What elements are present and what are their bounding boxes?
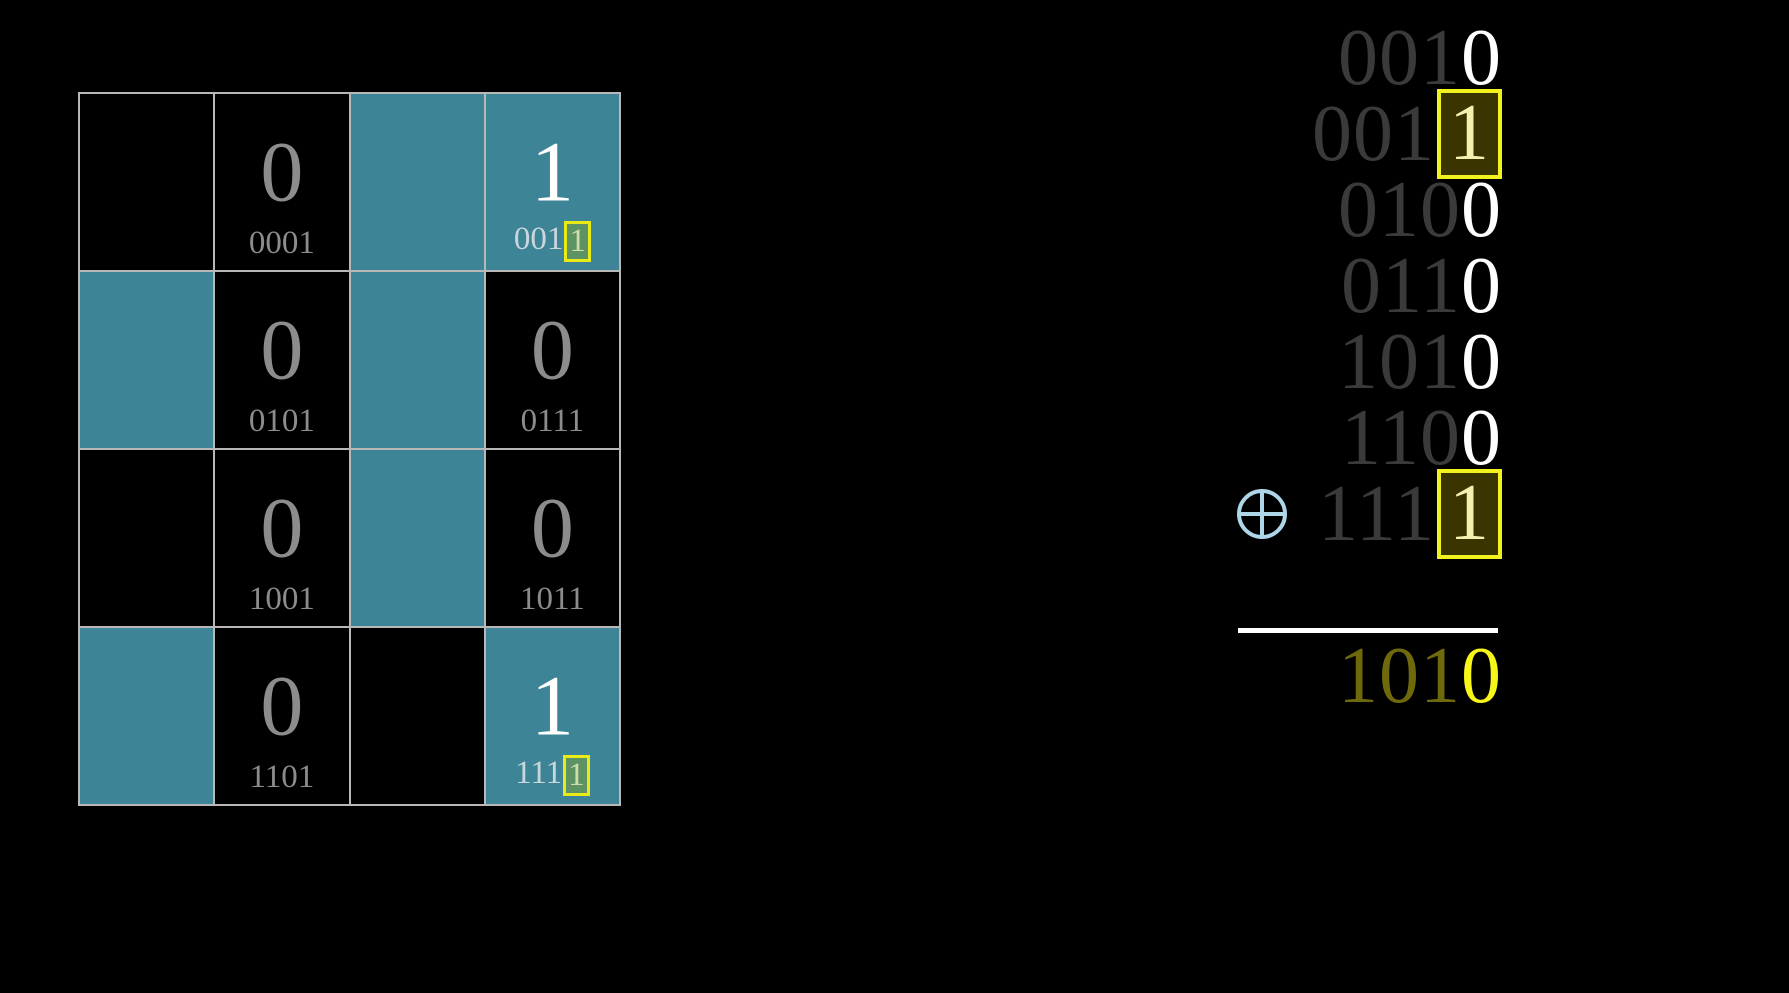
grid-cell[interactable]: 0 0101 [215, 272, 349, 448]
grid-cell-bit: 0 [260, 301, 304, 398]
xor-operand-digits: 111 1 [1318, 469, 1502, 559]
grid-cell[interactable] [350, 450, 484, 626]
xor-operand-row: 001 0 [1230, 18, 1560, 98]
grid-cell-label: 1011 [519, 581, 585, 617]
grid-cell[interactable]: 0 1001 [215, 450, 349, 626]
xor-result-last-bit: 0 [1461, 632, 1502, 720]
xor-operand-last-bit-highlighted: 1 [1437, 469, 1502, 559]
xor-result-prefix: 101 [1338, 632, 1461, 720]
xor-stack: 001 0 001 1 010 0 011 0 101 0 110 0 111 1 101 0 [1230, 18, 1560, 720]
grid-cell[interactable] [80, 450, 214, 626]
xor-result-row: 101 0 [1230, 636, 1560, 716]
grid-cell[interactable]: 0 1011 [485, 450, 619, 626]
grid-cell[interactable]: 0 1101 [215, 628, 349, 804]
xor-operand-last-bit: 0 [1461, 394, 1502, 482]
xor-operand-last-bit-highlighted: 1 [1437, 89, 1502, 179]
xor-operator-icon [1234, 486, 1290, 542]
xor-operand-prefix: 111 [1317, 470, 1435, 558]
grid-cell[interactable]: 1 111 1 [485, 628, 619, 804]
xor-operand-digits: 001 1 [1312, 89, 1502, 179]
xor-operand-last-bit: 0 [1461, 242, 1502, 330]
xor-operand-row: 001 1 [1230, 89, 1560, 179]
grid-cell[interactable] [80, 94, 214, 270]
xor-operand-last-bit: 0 [1461, 166, 1502, 254]
xor-operand-list: 001 0 001 1 010 0 011 0 101 0 110 0 111 1 [1230, 18, 1560, 559]
xor-operand-row: 011 0 [1230, 246, 1560, 326]
xor-operand-row: 111 1 [1230, 469, 1560, 559]
grid-cell-bit: 1 [530, 123, 574, 220]
grid-cell[interactable] [350, 628, 484, 804]
grid-cell[interactable]: 0 0111 [485, 272, 619, 448]
xor-operand-prefix: 110 [1340, 394, 1461, 482]
grid-cell[interactable]: 1 001 1 [485, 94, 619, 270]
xor-operand-row: 010 0 [1230, 170, 1560, 250]
grid-cell[interactable] [350, 272, 484, 448]
grid-cell-label: 1101 [249, 759, 315, 795]
xor-operand-last-bit: 0 [1461, 14, 1502, 102]
xor-operand-row: 101 0 [1230, 322, 1560, 402]
xor-horizontal-rule [1238, 628, 1498, 633]
xor-operand-row: 110 0 [1230, 398, 1560, 478]
grid-cell[interactable] [350, 94, 484, 270]
xor-operand-digits: 101 0 [1338, 322, 1502, 402]
grid-cell[interactable] [80, 628, 214, 804]
grid-cell-label: 001 1 [486, 219, 619, 262]
xor-operand-digits: 010 0 [1338, 170, 1502, 250]
xor-result-digits: 101 0 [1338, 636, 1502, 716]
grid-cell-bit: 0 [530, 301, 574, 398]
xor-operand-prefix: 011 [1340, 242, 1461, 330]
xor-operand-digits: 001 0 [1338, 18, 1502, 98]
grid-cell-label: 0111 [520, 403, 585, 439]
xor-operand-digits: 011 0 [1341, 246, 1502, 326]
grid-cell-label: 111 1 [486, 753, 619, 796]
xor-operand-prefix: 001 [1338, 14, 1461, 102]
grid-cell-bit: 0 [530, 479, 574, 576]
grid-cell-label: 1001 [248, 581, 315, 617]
grid-cell-label-highlight: 1 [564, 221, 591, 262]
xor-operand-digits: 110 0 [1341, 398, 1502, 478]
xor-operand-prefix: 010 [1338, 166, 1461, 254]
grid-cell[interactable] [80, 272, 214, 448]
grid-cell-bit: 0 [260, 123, 304, 220]
xor-operand-prefix: 101 [1338, 318, 1461, 406]
xor-operand-prefix: 001 [1312, 90, 1435, 178]
grid-cell-label: 0001 [248, 225, 315, 261]
binary-grid: 0 0001 1 001 1 0 0101 0 0111 0 1001 0 1011 0 1101 1 111 1 [78, 92, 621, 806]
xor-operand-last-bit: 0 [1461, 318, 1502, 406]
grid-cell-bit: 0 [260, 479, 304, 576]
grid-cell[interactable]: 0 0001 [215, 94, 349, 270]
grid-cell-bit: 1 [530, 657, 574, 754]
grid-cell-label: 0101 [248, 403, 315, 439]
grid-cell-bit: 0 [260, 657, 304, 754]
grid-cell-label-highlight: 1 [563, 755, 590, 796]
